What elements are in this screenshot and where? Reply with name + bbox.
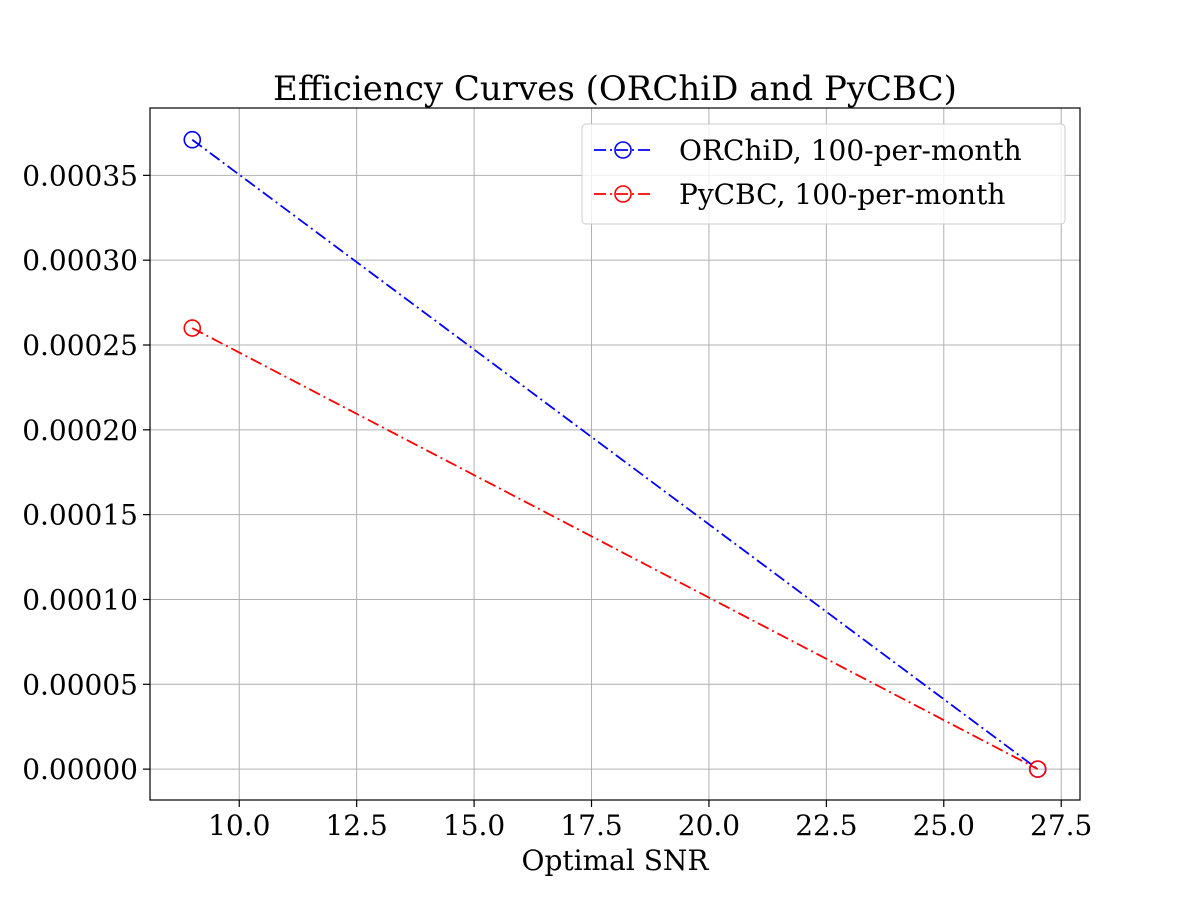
ticks: 10.0 12.5 15.0 17.5 20.0 22.5 25.0 27.5 0.00000 0… [22, 159, 1092, 842]
x-tick-label: 25.0 [913, 809, 975, 842]
x-tick-label: 15.0 [443, 809, 505, 842]
y-tick-label: 0.00005 [22, 668, 138, 701]
legend-entry: ORChiD, 100-per-month [594, 134, 1022, 167]
legend-swatch-marker [614, 141, 632, 159]
axes-frame [149, 107, 1081, 801]
data-point [1028, 760, 1047, 778]
y-tick-label: 0.00015 [22, 499, 138, 532]
legend-swatch-marker [614, 185, 632, 203]
legend-label: ORChiD, 100-per-month [679, 134, 1022, 167]
legend-label: PyCBC, 100-per-month [679, 178, 1005, 211]
x-tick-label: 12.5 [325, 809, 387, 842]
legend: ORChiD, 100-per-month PyCBC, 100-per-mont… [581, 123, 1066, 225]
y-tick-label: 0.00000 [22, 753, 138, 786]
x-tick-label: 17.5 [560, 809, 622, 842]
y-tick-label: 0.00020 [22, 414, 138, 447]
x-tick-label: 20.0 [678, 809, 740, 842]
chart-title: Efficiency Curves (ORChiD and PyCBC) [273, 69, 957, 109]
legend-entry: PyCBC, 100-per-month [594, 178, 1005, 211]
y-tick-label: 0.00025 [22, 329, 138, 362]
series-line [191, 327, 1039, 770]
x-axis-label: Optimal SNR [522, 844, 710, 877]
x-tick-label: 22.5 [795, 809, 857, 842]
y-tick-label: 0.00030 [22, 244, 138, 277]
series-layer [183, 130, 1047, 778]
x-tick-label: 10.0 [208, 809, 270, 842]
y-tick-label: 0.00010 [22, 583, 138, 616]
data-point [183, 319, 202, 337]
y-tick-label: 0.00035 [22, 159, 138, 192]
legend-box [581, 123, 1066, 225]
x-tick-label: 27.5 [1030, 809, 1092, 842]
series-1 [183, 319, 1047, 778]
data-point [183, 130, 202, 149]
